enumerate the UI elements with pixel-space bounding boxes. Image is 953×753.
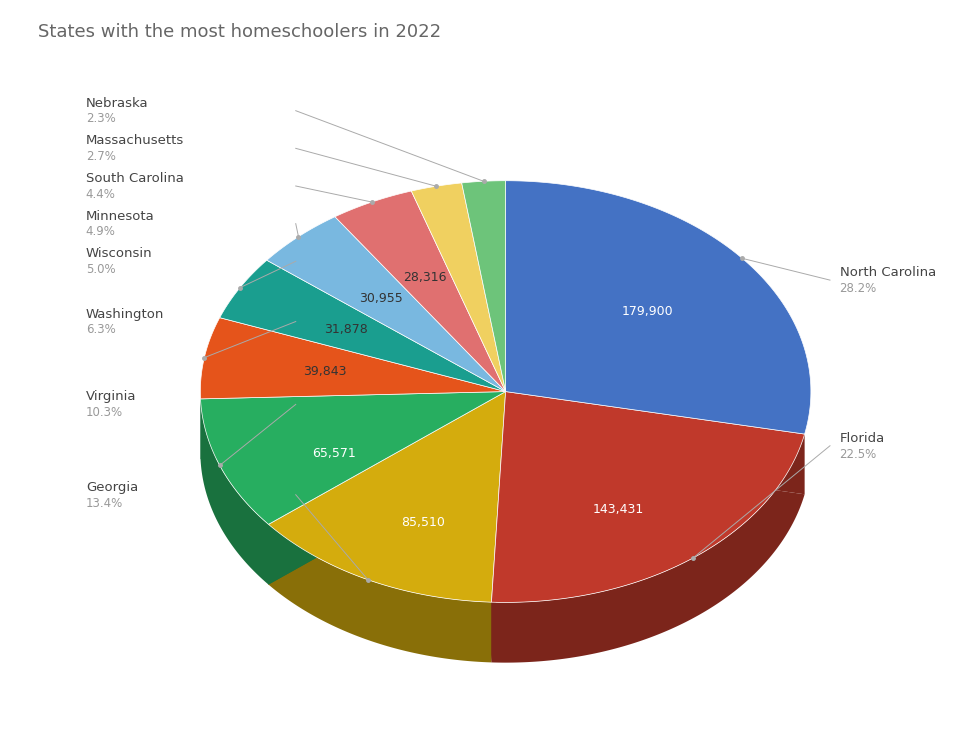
Text: 4.9%: 4.9% — [86, 225, 115, 239]
Polygon shape — [491, 392, 803, 663]
Polygon shape — [268, 392, 505, 584]
Text: North Carolina: North Carolina — [839, 266, 935, 279]
Text: 6.3%: 6.3% — [86, 323, 115, 337]
Polygon shape — [411, 183, 505, 392]
Text: Massachusetts: Massachusetts — [86, 134, 184, 148]
Text: 179,900: 179,900 — [621, 305, 673, 318]
Text: 10.3%: 10.3% — [86, 406, 123, 419]
Text: 39,843: 39,843 — [303, 364, 346, 378]
Text: 31,878: 31,878 — [324, 323, 368, 336]
Polygon shape — [335, 191, 505, 392]
Text: 143,431: 143,431 — [592, 503, 643, 516]
Polygon shape — [491, 392, 505, 663]
Text: 28.2%: 28.2% — [839, 282, 876, 295]
Text: 85,510: 85,510 — [400, 516, 444, 529]
Text: States with the most homeschoolers in 2022: States with the most homeschoolers in 20… — [38, 23, 441, 41]
Text: 2.7%: 2.7% — [86, 150, 115, 163]
Text: 13.4%: 13.4% — [86, 496, 123, 510]
Text: Virginia: Virginia — [86, 390, 136, 404]
Polygon shape — [268, 392, 505, 663]
Polygon shape — [200, 318, 505, 399]
Text: Wisconsin: Wisconsin — [86, 247, 152, 261]
Text: 22.5%: 22.5% — [839, 447, 876, 461]
Text: Florida: Florida — [839, 431, 883, 445]
Text: Washington: Washington — [86, 307, 164, 321]
Text: Georgia: Georgia — [86, 480, 138, 494]
Polygon shape — [505, 392, 803, 494]
Text: 28,316: 28,316 — [403, 271, 447, 285]
Text: Nebraska: Nebraska — [86, 96, 149, 110]
Polygon shape — [268, 392, 505, 602]
Polygon shape — [461, 181, 505, 392]
Text: 65,571: 65,571 — [312, 447, 355, 461]
Text: 2.3%: 2.3% — [86, 112, 115, 126]
Text: 5.0%: 5.0% — [86, 263, 115, 276]
Text: 4.4%: 4.4% — [86, 187, 115, 201]
Text: South Carolina: South Carolina — [86, 172, 184, 185]
Polygon shape — [200, 392, 505, 584]
Polygon shape — [219, 261, 505, 392]
Polygon shape — [200, 392, 505, 459]
Text: Minnesota: Minnesota — [86, 209, 154, 223]
Polygon shape — [268, 392, 505, 584]
Polygon shape — [267, 217, 505, 392]
Polygon shape — [491, 392, 505, 663]
Polygon shape — [505, 181, 810, 434]
Text: 30,955: 30,955 — [359, 292, 403, 305]
Polygon shape — [200, 392, 505, 524]
Polygon shape — [491, 392, 803, 602]
